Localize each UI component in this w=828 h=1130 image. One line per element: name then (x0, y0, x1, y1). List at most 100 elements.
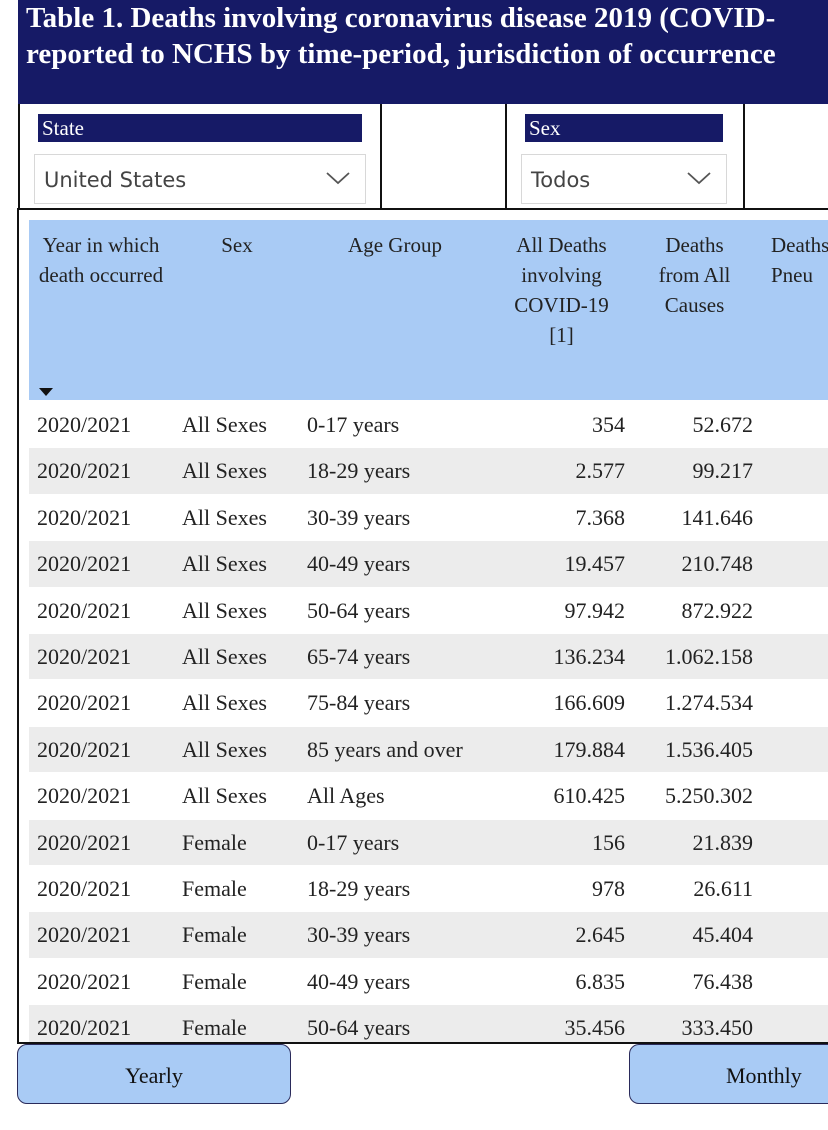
table-row[interactable]: 2020/2021 All Sexes 30-39 years 7.368 141.64… (29, 493, 828, 541)
cell-age-group: 0-17 years (307, 412, 400, 437)
cell-year: 2020/2021 (37, 412, 132, 437)
monthly-button[interactable]: Monthly (629, 1044, 828, 1104)
cell-covid-deaths: 35.456 (564, 1015, 626, 1041)
table-row[interactable]: 2020/2021 Female 30-39 years 2.645 45.404 (29, 911, 828, 959)
table-row[interactable]: 2020/2021 All Sexes All Ages 610.425 5.250.3… (29, 772, 828, 819)
report-title-bar: Table 1. Deaths involving coronavirus di… (18, 0, 828, 104)
sex-slicer-label: Sex (525, 114, 723, 142)
sort-descending-icon[interactable] (39, 388, 53, 396)
cell-all-causes: 1.536.405 (665, 736, 753, 762)
table-row[interactable]: 2020/2021 All Sexes 18-29 years 2.577 99.217 (29, 447, 828, 495)
state-dropdown-value: United States (44, 168, 187, 192)
cell-age-group: 65-74 years (307, 644, 411, 669)
table-row[interactable]: 2020/2021 Female 50-64 years 35.456 333.450 (29, 1004, 828, 1042)
cell-age-group: 75-84 years (307, 690, 411, 716)
yearly-button[interactable]: Yearly (17, 1044, 291, 1104)
cell-covid-deaths: 978 (592, 876, 625, 901)
cell-year: 2020/2021 (37, 597, 132, 623)
cell-sex: Female (182, 829, 247, 855)
cell-age-group: 50-64 years (307, 1015, 411, 1041)
table-row[interactable]: 2020/2021 All Sexes 40-49 years 19.457 210.7… (29, 540, 828, 588)
sex-slicer: Sex Todos (505, 104, 745, 210)
cell-sex: All Sexes (182, 551, 267, 577)
table-row[interactable]: 2020/2021 All Sexes 85 years and over 179.8… (29, 725, 828, 773)
cell-sex: Female (182, 1015, 247, 1041)
header-sex[interactable]: Sex (221, 233, 253, 257)
cell-covid-deaths: 136.234 (553, 644, 626, 669)
table-row[interactable]: 2020/2021 All Sexes 65-74 years 136.234 1.06… (29, 633, 828, 680)
cell-age-group: 85 years and over (307, 736, 463, 762)
cell-covid-deaths: 610.425 (553, 783, 626, 809)
cell-age-group: 30-39 years (307, 922, 411, 948)
cell-all-causes: 872.922 (681, 597, 754, 623)
cell-all-causes: 1.274.534 (665, 690, 753, 716)
deaths-table: Year in which death occurred Sex Age Gro… (17, 208, 828, 1044)
cell-year: 2020/2021 (37, 504, 132, 530)
cell-all-causes: 45.404 (692, 922, 754, 948)
cell-covid-deaths: 7.368 (575, 504, 626, 530)
cell-age-group: 30-39 years (307, 504, 411, 530)
cell-year: 2020/2021 (37, 783, 132, 809)
cell-age-group: 50-64 years (307, 597, 411, 623)
table-row[interactable]: 2020/2021 Female 0-17 years 156 21.839 (29, 818, 828, 866)
cell-sex: All Sexes (182, 644, 267, 669)
cell-all-causes: 333.450 (681, 1015, 754, 1041)
table-row[interactable]: 2020/2021 All Sexes 0-17 years 354 52.672 (29, 401, 828, 448)
cell-year: 2020/2021 (37, 829, 132, 855)
cell-age-group: 18-29 years (307, 458, 411, 484)
cell-year: 2020/2021 (37, 876, 132, 901)
state-slicer: State United States (18, 104, 382, 210)
cell-all-causes: 99.217 (692, 458, 754, 484)
cell-covid-deaths: 2.577 (575, 458, 626, 484)
table-header: Year in which death occurred Sex Age Gro… (29, 220, 828, 400)
table-row[interactable]: 2020/2021 All Sexes 75-84 years 166.609 1.27… (29, 679, 828, 726)
cell-covid-deaths: 97.942 (564, 597, 626, 623)
report-title-line-2: reported to NCHS by time-period, jurisdi… (26, 38, 776, 70)
cell-year: 2020/2021 (37, 551, 132, 577)
header-age-group[interactable]: Age Group (348, 233, 442, 257)
cell-age-group: 18-29 years (307, 876, 411, 901)
cell-covid-deaths: 19.457 (564, 551, 626, 577)
cell-year: 2020/2021 (37, 1015, 132, 1041)
cell-year: 2020/2021 (37, 736, 132, 762)
cell-covid-deaths: 156 (592, 829, 625, 855)
report-title-line-1: Table 1. Deaths involving coronavirus di… (26, 2, 776, 34)
cell-covid-deaths: 354 (592, 412, 625, 437)
state-slicer-label: State (38, 114, 362, 142)
cell-all-causes: 141.646 (681, 504, 754, 530)
header-covid-deaths[interactable]: All Deaths involving COVID-19 [1] (514, 233, 609, 347)
cell-year: 2020/2021 (37, 644, 132, 669)
table-row[interactable]: 2020/2021 Female 40-49 years 6.835 76.438 (29, 957, 828, 1005)
sex-dropdown-value: Todos (531, 168, 591, 192)
cell-year: 2020/2021 (37, 458, 132, 484)
cell-year: 2020/2021 (37, 690, 132, 716)
table-row[interactable]: 2020/2021 All Sexes 50-64 years 97.942 872.9… (29, 586, 828, 634)
chevron-down-icon (326, 172, 350, 185)
cell-all-causes: 52.672 (692, 412, 754, 437)
cell-sex: Female (182, 922, 247, 948)
cell-sex: All Sexes (182, 736, 267, 762)
state-dropdown[interactable]: United States (34, 154, 366, 204)
cell-covid-deaths: 2.645 (575, 922, 626, 948)
cell-all-causes: 1.062.158 (665, 644, 753, 669)
cell-covid-deaths: 6.835 (575, 968, 626, 994)
cell-year: 2020/2021 (37, 922, 132, 948)
cell-sex: Female (182, 876, 247, 901)
cell-all-causes: 5.250.302 (665, 783, 753, 809)
cell-sex: All Sexes (182, 458, 267, 484)
header-year[interactable]: Year in which death occurred (38, 233, 164, 287)
cell-sex: Female (182, 968, 247, 994)
cell-all-causes: 76.438 (692, 968, 754, 994)
cell-sex: All Sexes (182, 504, 267, 530)
header-pneumonia[interactable]: Deaths Pneu (771, 233, 828, 287)
cell-year: 2020/2021 (37, 968, 132, 994)
table-row[interactable]: 2020/2021 Female 18-29 years 978 26.611 (29, 865, 828, 912)
header-all-causes[interactable]: Deaths from All Causes (658, 233, 731, 317)
cell-age-group: All Ages (307, 783, 385, 809)
cell-sex: All Sexes (182, 783, 267, 809)
cell-all-causes: 21.839 (692, 829, 754, 855)
sex-dropdown[interactable]: Todos (521, 154, 727, 204)
cell-all-causes: 26.611 (693, 876, 753, 901)
cell-covid-deaths: 179.884 (553, 736, 626, 762)
cell-all-causes: 210.748 (681, 551, 754, 577)
